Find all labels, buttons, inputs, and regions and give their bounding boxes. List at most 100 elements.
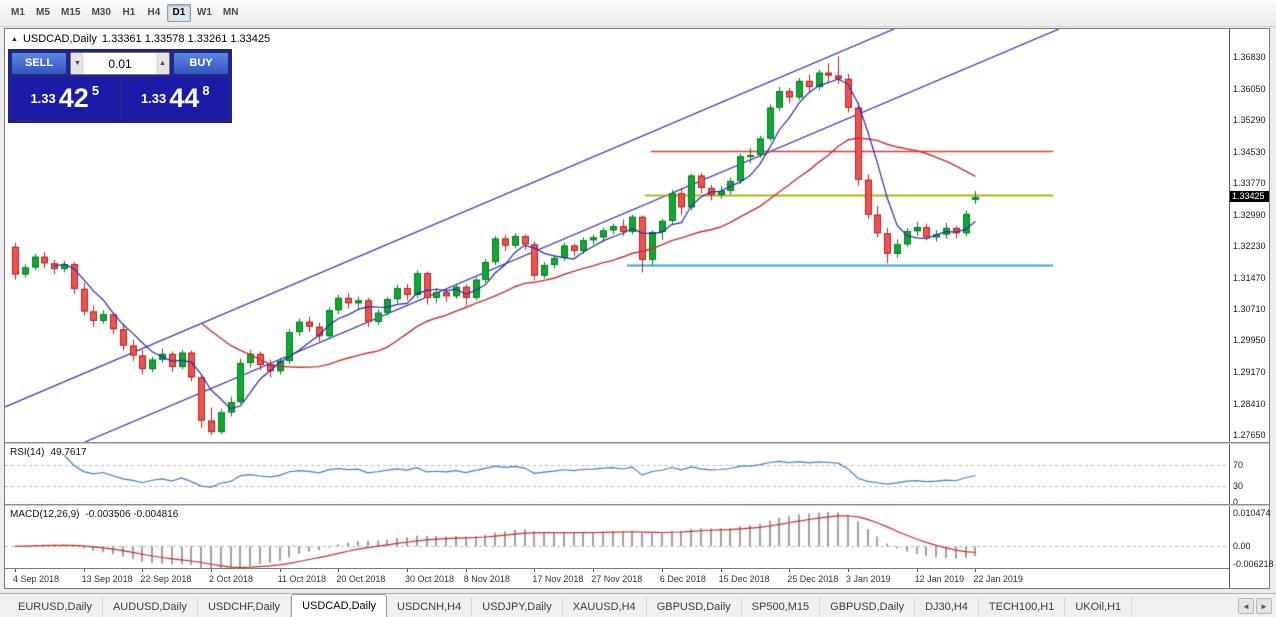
macd-value: -0.003506 -0.004816 (85, 509, 179, 520)
date-axis-label: 13 Sep 2018 (81, 574, 133, 584)
buy-price-pips: 44 (169, 83, 200, 113)
date-axis-tick (789, 569, 791, 572)
sell-price-point: 5 (91, 83, 100, 98)
buy-price-prefix: 1.33 (140, 91, 167, 106)
date-axis-label: 6 Dec 2018 (659, 574, 706, 584)
rsi-name: RSI(14) (10, 447, 45, 458)
buy-price-point: 8 (202, 83, 210, 98)
macd-axis-label: 0.00 (1233, 541, 1251, 552)
macd-name: MACD(12,26,9) (10, 509, 80, 520)
date-axis-label: 22 Sep 2018 (140, 574, 192, 584)
tab-usdcad-daily[interactable]: USDCAD,Daily (291, 594, 388, 617)
date-axis-tick (593, 569, 595, 572)
tab-tech100-h1[interactable]: TECH100,H1 (979, 597, 1066, 617)
tab-gbpusd-daily[interactable]: GBPUSD,Daily (820, 597, 916, 617)
current-price-badge: 1.33425 (1230, 191, 1269, 203)
tab-eurusd-daily[interactable]: EURUSD,Daily (8, 597, 103, 617)
timeframe-button-m5[interactable]: M5 (36, 7, 50, 18)
date-axis-label: 25 Dec 2018 (787, 574, 839, 584)
date-axis-label: 3 Jan 2019 (846, 574, 891, 584)
date-axis-tick (142, 569, 144, 572)
tab-sp500-m15[interactable]: SP500,M15 (742, 597, 821, 617)
date-axis-tick (848, 569, 849, 572)
timeframe-button-w1[interactable]: W1 (196, 7, 212, 18)
date-axis-label: 8 Nov 2018 (463, 574, 510, 584)
date-axis-tick (661, 569, 663, 572)
price-axis-label: 1.32230 (1233, 241, 1266, 252)
timeframe-button-m30[interactable]: M30 (91, 7, 111, 18)
timeframe-button-m1[interactable]: M1 (11, 7, 25, 18)
price-axis-label: 1.28410 (1233, 398, 1266, 409)
tab-xauusd-h4[interactable]: XAUUSD,H4 (563, 597, 647, 617)
timeframe-button-m15[interactable]: M15 (61, 7, 81, 18)
sell-price-prefix: 1.33 (30, 91, 56, 106)
timeframe-button-h4[interactable]: H4 (147, 7, 161, 18)
timeframe-button-mn[interactable]: MN (222, 7, 239, 18)
date-axis-label: 2 Oct 2018 (209, 574, 254, 584)
chart-title-row: ▲ USDCAD,Daily 1.33361 1.33578 1.33261 1… (11, 33, 270, 45)
date-axis-tick (916, 569, 918, 572)
date-axis-label: 17 Nov 2018 (532, 574, 584, 584)
lot-size-input[interactable] (84, 53, 156, 74)
tab-ukoil-h1[interactable]: UKOil,H1 (1065, 597, 1133, 617)
date-axis-tick (465, 569, 467, 572)
price-axis[interactable]: 1.36830 1.36050 1.35290 1.34530 1.33770 1.329… (1229, 29, 1274, 588)
date-axis-tick (975, 569, 977, 572)
price-axis-label: 1.27650 (1233, 430, 1266, 440)
macd-axis-label: 0.010474 (1233, 508, 1271, 519)
date-axis-tick (720, 569, 722, 572)
date-axis-tick (83, 569, 85, 572)
price-axis-label: 1.32990 (1233, 210, 1266, 221)
tab-gbpusd-daily[interactable]: GBPUSD,Daily (647, 597, 742, 617)
lot-decrease-button[interactable]: ▼ (71, 53, 84, 74)
macd-label-row: MACD(12,26,9) -0.003506 -0.004816 (10, 509, 178, 520)
date-axis-label: 4 Sep 2018 (13, 574, 60, 584)
tab-usdjpy-daily[interactable]: USDJPY,Daily (472, 597, 563, 617)
date-axis-label: 15 Dec 2018 (718, 574, 770, 584)
sell-price-pips: 42 (58, 83, 89, 113)
date-axis-tick (211, 569, 212, 572)
rsi-splitter[interactable] (5, 442, 1269, 444)
date-axis-label: 20 Oct 2018 (336, 574, 386, 584)
chart-window: ▲ USDCAD,Daily 1.33361 1.33578 1.33261 1… (4, 28, 1274, 589)
timeframe-button-d1[interactable]: D1 (166, 4, 191, 22)
macd-indicator-canvas[interactable] (5, 506, 1229, 568)
price-axis-label: 1.30710 (1233, 304, 1266, 314)
date-axis-tick (15, 569, 16, 572)
chart-symbol-title: USDCAD,Daily (22, 33, 97, 45)
chart-tabs: EURUSD,Daily AUDUSD,Daily USDCHF,Daily USDC… (8, 594, 1133, 617)
tab-scroll-right-button[interactable]: ► (1256, 598, 1272, 614)
sell-button[interactable]: SELL (11, 52, 67, 75)
date-axis-tick (338, 569, 340, 572)
one-click-trading-panel: SELL ▼ ▲ BUY 1.33 42 5 1.33 44 8 (8, 49, 232, 123)
rsi-indicator-canvas[interactable] (5, 444, 1229, 504)
price-axis-label: 1.34530 (1233, 146, 1266, 157)
buy-price-display[interactable]: 1.33 44 8 (121, 77, 229, 120)
tab-dj30-h4[interactable]: DJ30,H4 (915, 597, 979, 617)
rsi-axis-label: 30 (1233, 481, 1244, 491)
sell-price-display[interactable]: 1.33 42 5 (11, 77, 119, 120)
rsi-axis-label: 0 (1233, 496, 1239, 507)
date-axis-tick (279, 569, 281, 572)
price-axis-label: 1.36050 (1233, 84, 1266, 95)
tab-scroll-left-button[interactable]: ◄ (1238, 598, 1254, 614)
lot-increase-button[interactable]: ▲ (156, 53, 169, 74)
chart-tab-bar: EURUSD,Daily AUDUSD,Daily USDCHF,Daily USDC… (0, 593, 1276, 617)
tab-scroll-controls: ◄ ► (1238, 598, 1276, 617)
timeframe-button-h1[interactable]: H1 (122, 7, 136, 18)
price-axis-label: 1.35290 (1233, 115, 1266, 126)
rsi-value: 49.7617 (50, 447, 87, 458)
tab-usdcnh-h4[interactable]: USDCNH,H4 (387, 597, 473, 617)
one-click-collapse-icon[interactable]: ▲ (11, 36, 18, 43)
price-axis-label: 1.33770 (1233, 178, 1266, 188)
tab-usdchf-daily[interactable]: USDCHF,Daily (198, 597, 292, 617)
price-axis-label: 1.29950 (1233, 335, 1266, 346)
price-axis-label: 1.31470 (1233, 272, 1266, 283)
macd-splitter[interactable] (5, 504, 1269, 506)
date-axis[interactable]: 4 Sep 2018 13 Sep 2018 22 Sep 2018 2 Oct 20… (5, 568, 1229, 588)
macd-axis-label: -0.006218 (1233, 559, 1274, 569)
tab-audusd-daily[interactable]: AUDUSD,Daily (103, 597, 198, 617)
rsi-axis-label: 70 (1233, 460, 1244, 470)
date-axis-tick (407, 569, 408, 572)
buy-button[interactable]: BUY (173, 52, 229, 75)
